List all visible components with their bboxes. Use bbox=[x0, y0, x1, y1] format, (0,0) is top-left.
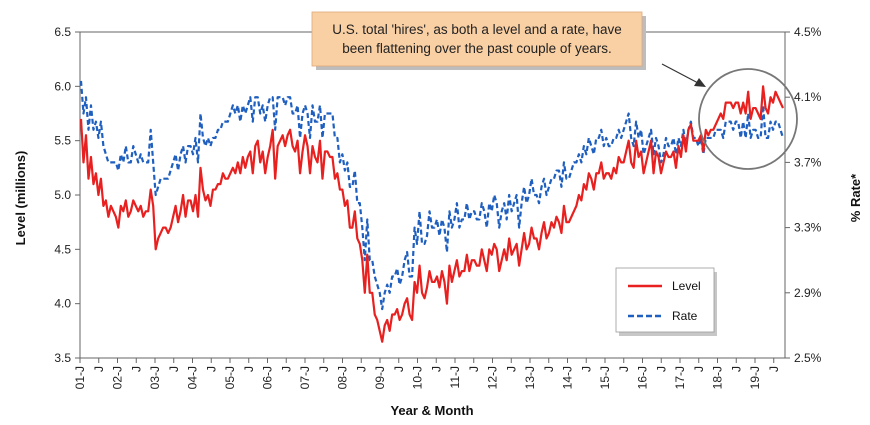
x-tick-label: J bbox=[129, 366, 143, 372]
x-tick-label: J bbox=[467, 366, 481, 372]
rate-series-line bbox=[79, 80, 785, 311]
right-tick-label: 3.3% bbox=[794, 221, 822, 235]
x-tick-label: 05-J bbox=[223, 366, 237, 389]
x-tick-label: 04-J bbox=[186, 366, 200, 389]
left-tick-label: 6.0 bbox=[54, 79, 71, 93]
x-tick-label: 02-J bbox=[111, 366, 125, 389]
annotation-arrow-line bbox=[661, 63, 701, 85]
x-tick-label: 19-J bbox=[748, 366, 762, 389]
annotation-callout: U.S. total 'hires', as both a level and … bbox=[311, 11, 798, 170]
right-tick-label: 2.5% bbox=[794, 351, 822, 365]
left-tick-label: 5.5 bbox=[54, 134, 71, 148]
x-tick-label: J bbox=[92, 366, 106, 372]
left-tick-label: 3.5 bbox=[54, 351, 71, 365]
x-tick-label: 07-J bbox=[298, 366, 312, 389]
x-tick-label: 03-J bbox=[148, 366, 162, 389]
legend-level-label: Level bbox=[672, 279, 701, 293]
left-tick-label: 6.5 bbox=[54, 25, 71, 39]
x-tick-label: 14-J bbox=[561, 366, 575, 389]
series-layer bbox=[79, 80, 785, 343]
x-tick-label: J bbox=[692, 366, 706, 372]
x-tick-label: J bbox=[767, 366, 781, 372]
annotation-circle bbox=[698, 68, 798, 170]
x-tick-label: 13-J bbox=[523, 366, 537, 389]
x-tick-label: 15-J bbox=[598, 366, 612, 389]
annotation-line-2: been flattening over the past couple of … bbox=[342, 41, 611, 56]
left-tick-label: 4.0 bbox=[54, 297, 71, 311]
x-tick-label: 17-J bbox=[673, 366, 687, 389]
x-tick-label: 11-J bbox=[448, 366, 462, 388]
x-tick-label: 16-J bbox=[636, 366, 650, 389]
x-tick-label: J bbox=[242, 366, 256, 372]
x-tick-label: 08-J bbox=[336, 366, 350, 389]
x-tick-label: 01-J bbox=[73, 366, 87, 389]
x-tick-label: J bbox=[654, 366, 668, 372]
x-axis-title: Year & Month bbox=[390, 403, 473, 418]
x-tick-label: 09-J bbox=[373, 366, 387, 389]
x-tick-label: J bbox=[579, 366, 593, 372]
legend: Level Rate bbox=[615, 267, 717, 336]
annotation-box bbox=[311, 11, 643, 67]
right-tick-label: 4.5% bbox=[794, 25, 822, 39]
x-tick-label: J bbox=[354, 366, 368, 372]
legend-box bbox=[615, 267, 715, 333]
x-tick-label: J bbox=[392, 366, 406, 372]
x-tick-label: J bbox=[729, 366, 743, 372]
right-axis-ticks: 2.5% 2.9% 3.3% 3.7% 4.1% 4.5% bbox=[785, 25, 822, 365]
x-tick-label: J bbox=[617, 366, 631, 372]
left-tick-label: 5.0 bbox=[54, 188, 71, 202]
x-tick-label: 18-J bbox=[711, 366, 725, 389]
right-tick-label: 3.7% bbox=[794, 155, 822, 169]
x-tick-label: J bbox=[542, 366, 556, 372]
x-tick-label: 10-J bbox=[411, 366, 425, 389]
x-tick-label: J bbox=[504, 366, 518, 372]
left-axis-ticks: 3.5 4.0 4.5 5.0 5.5 6.0 6.5 bbox=[54, 25, 80, 365]
annotation-line-1: U.S. total 'hires', as both a level and … bbox=[332, 22, 622, 37]
right-tick-label: 4.1% bbox=[794, 90, 822, 104]
x-tick-label: J bbox=[167, 366, 181, 372]
left-tick-label: 4.5 bbox=[54, 242, 71, 256]
x-tick-label: 12-J bbox=[486, 366, 500, 389]
x-axis-ticks: 01-J J 02-J J 03-J J 04-J J 05-J J 06-J J 07-J J 08-J J… bbox=[73, 358, 781, 389]
x-tick-label: J bbox=[279, 366, 293, 372]
x-tick-label: J bbox=[204, 366, 218, 372]
x-tick-label: J bbox=[429, 366, 443, 372]
annotation-arrow-head bbox=[694, 78, 706, 87]
x-tick-label: J bbox=[317, 366, 331, 372]
legend-rate-label: Rate bbox=[672, 309, 698, 323]
right-tick-label: 2.9% bbox=[794, 286, 822, 300]
x-tick-label: 06-J bbox=[261, 366, 275, 389]
level-series-line bbox=[79, 85, 785, 343]
y-axis-title: Level (millions) bbox=[13, 151, 28, 246]
y2-axis-title: % Rate* bbox=[848, 173, 863, 222]
